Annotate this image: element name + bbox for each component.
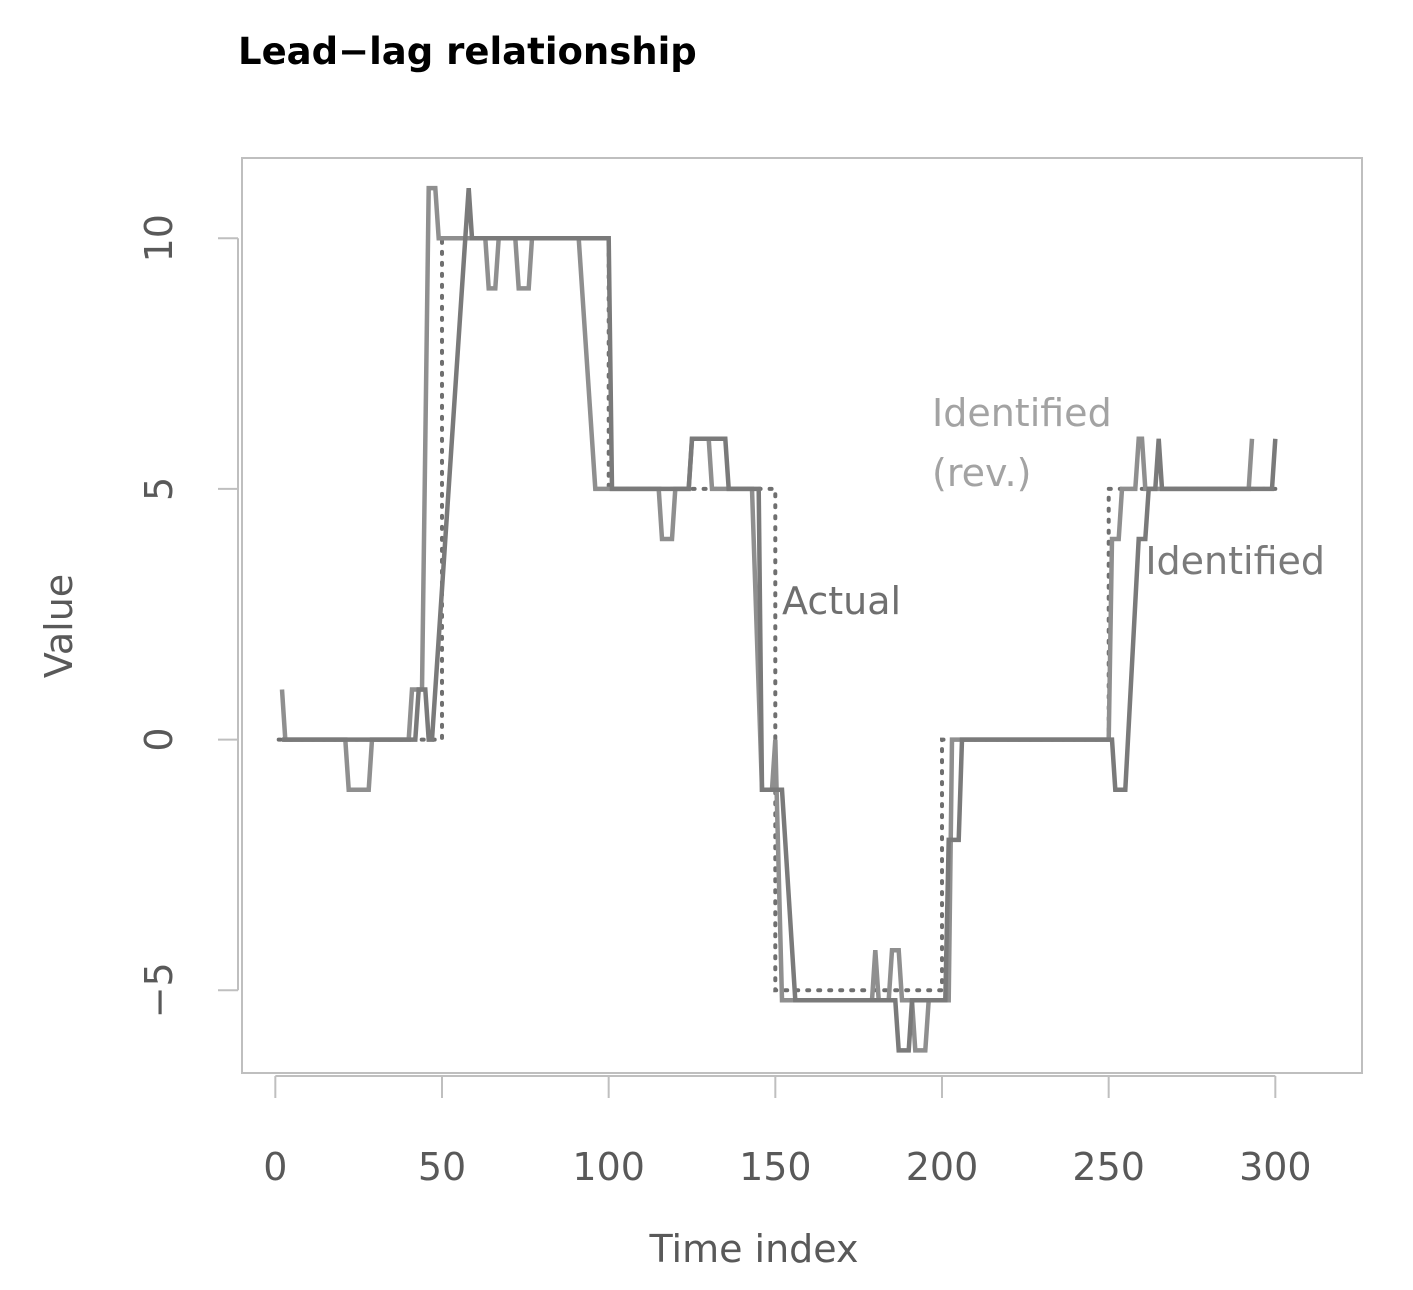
x-tick-label: 50 — [418, 1145, 466, 1189]
series-annotation: Actual — [782, 579, 901, 623]
y-tick-label: 5 — [137, 477, 181, 501]
y-axis: −5 0 5 10 — [137, 214, 239, 1018]
x-tick-label: 300 — [1239, 1145, 1312, 1189]
series-line-identified-rev — [279, 185, 1255, 1053]
plot-frame — [241, 157, 1363, 1074]
series-layer — [276, 185, 1278, 1053]
y-axis-title: Value — [37, 574, 81, 678]
x-axis-title: Time index — [648, 1227, 858, 1271]
annotation-layer: Actual Identified (rev.) Identified — [782, 391, 1325, 623]
x-tick-label: 250 — [1072, 1145, 1145, 1189]
y-tick-label: 10 — [137, 214, 181, 262]
x-tick-label: 200 — [906, 1145, 979, 1189]
x-tick-label: 0 — [263, 1145, 287, 1189]
x-tick-label: 100 — [572, 1145, 645, 1189]
series-annotation: Identified — [1145, 539, 1325, 583]
series-line-identified — [282, 187, 1278, 1053]
x-axis: 0 50 100 150 200 250 300 — [263, 1075, 1312, 1189]
y-tick-label: 0 — [137, 727, 181, 751]
series-annotation: Identified (rev.) — [932, 391, 1112, 495]
y-tick-label: −5 — [137, 962, 181, 1018]
x-tick-label: 150 — [739, 1145, 812, 1189]
chart-title: Lead−lag relationship — [238, 30, 697, 73]
